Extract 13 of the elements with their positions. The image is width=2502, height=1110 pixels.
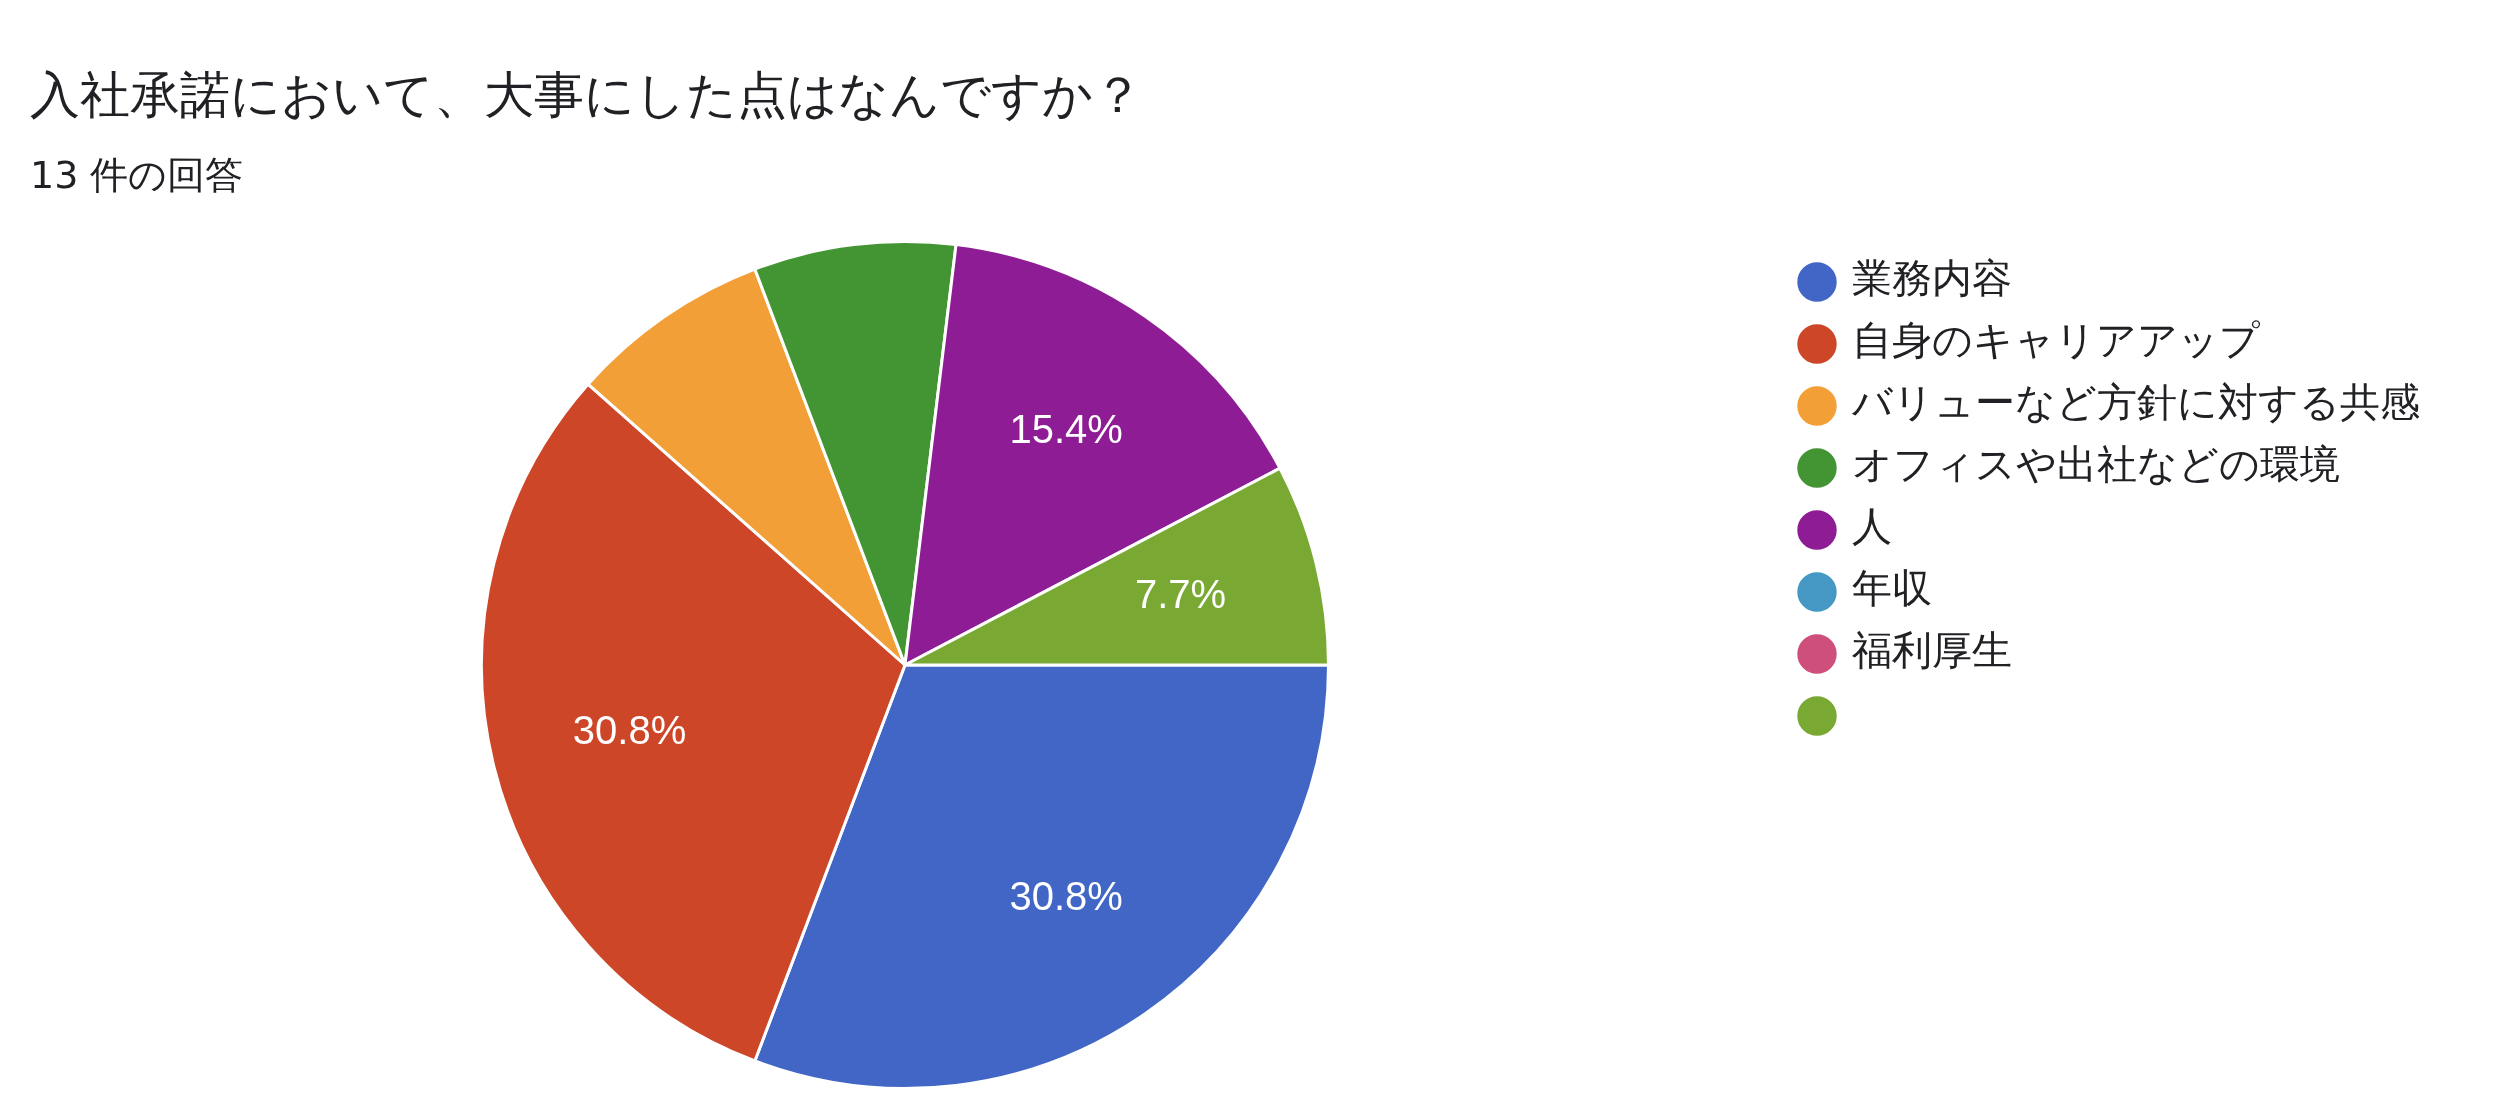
- data-label: 30.8%: [572, 707, 687, 752]
- text: 13 件の回答: [30, 152, 244, 199]
- legend-label: 福利厚生: [1852, 627, 2012, 674]
- legend-label: バリューなど方針に対する共感: [1851, 379, 2420, 426]
- legend-label: 自身のキャリアアップ: [1852, 317, 2261, 364]
- data-label: 7.7%: [1134, 572, 1227, 617]
- legend-label: 年収: [1852, 565, 1932, 612]
- legend-label: オフィスや出社などの環境: [1852, 441, 2340, 488]
- chart-title: 入社承諾において、大事にした点はなんですか？: [30, 65, 1143, 126]
- legend-label: 業務内容: [1852, 255, 2012, 302]
- data-label: 15.4%: [1009, 406, 1123, 451]
- data-label: 30.8%: [1009, 873, 1123, 918]
- legend-label: 人: [1852, 503, 1892, 550]
